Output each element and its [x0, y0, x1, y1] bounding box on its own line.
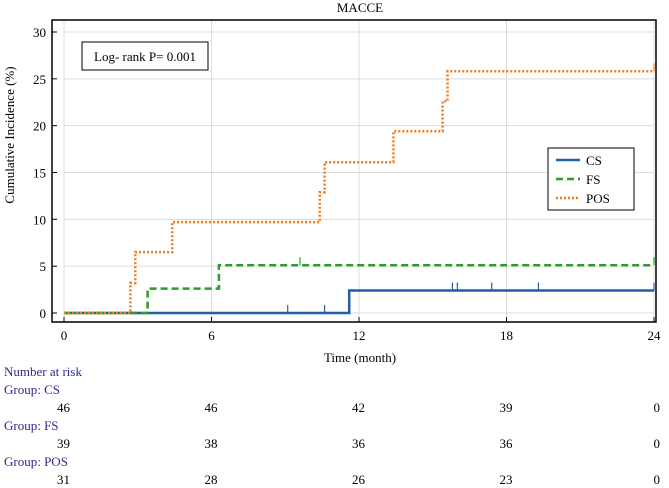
x-axis: 0 6 12 18 24	[61, 317, 661, 343]
annotation-box: Log- rank P= 0.001	[81, 41, 209, 71]
risk-value: 0	[653, 400, 661, 415]
risk-value: 36	[352, 436, 365, 451]
risk-value: 39	[57, 436, 70, 451]
legend-label-pos: POS	[586, 191, 610, 206]
risk-value: 38	[204, 436, 218, 451]
series-line-cs	[64, 289, 654, 315]
series-pos	[64, 63, 655, 315]
y-tick-label: 0	[40, 306, 47, 321]
x-tick-label: 18	[500, 328, 513, 343]
risk-value: 23	[499, 472, 513, 487]
risk-value: 0	[653, 436, 661, 451]
risk-value: 42	[352, 400, 365, 415]
y-tick-label: 20	[33, 119, 46, 134]
risk-value: 46	[204, 400, 218, 415]
x-tick-label: 12	[353, 328, 366, 343]
x-tick-label: 24	[648, 328, 662, 343]
series-layer	[64, 63, 655, 315]
y-axis-label: Cumulative Incidence (%)	[2, 66, 17, 203]
risk-value: 31	[57, 472, 70, 487]
legend: CS FS POS	[547, 147, 635, 211]
series-fs	[64, 257, 655, 315]
risk-value: 0	[653, 472, 661, 487]
chart-title: MACCE	[337, 0, 383, 15]
series-cs	[64, 282, 655, 315]
risk-value: 36	[499, 436, 513, 451]
y-tick-label: 10	[33, 212, 46, 227]
risk-group-label: Group: POS	[4, 454, 68, 469]
x-tick-label: 0	[61, 328, 68, 343]
legend-label-cs: CS	[586, 153, 602, 168]
x-tick-label: 6	[208, 328, 215, 343]
y-tick-label: 15	[33, 166, 46, 181]
risk-value: 39	[499, 400, 513, 415]
legend-label-fs: FS	[586, 172, 600, 187]
risk-value: 28	[204, 472, 218, 487]
km-chart: MACCE 0 5 10 15 20 25 30 0 6 12 18 24 Cumulative I…	[2, 0, 661, 365]
series-line-pos	[64, 70, 654, 315]
y-tick-label: 25	[33, 72, 46, 87]
risk-value: 46	[57, 400, 70, 415]
plot-frame	[51, 19, 657, 323]
y-axis: 0 5 10 15 20 25 30	[33, 25, 57, 321]
y-tick-label: 30	[33, 25, 46, 40]
logrank-annotation: Log- rank P= 0.001	[94, 49, 196, 64]
risk-value: 26	[352, 472, 365, 487]
x-axis-label: Time (month)	[324, 350, 396, 365]
risk-group-label: Group: FS	[4, 418, 59, 433]
risk-group-label: Group: CS	[4, 382, 60, 397]
series-line-fs	[64, 263, 654, 315]
y-tick-label: 5	[40, 259, 47, 274]
number-at-risk-title: Number at risk	[4, 364, 82, 379]
